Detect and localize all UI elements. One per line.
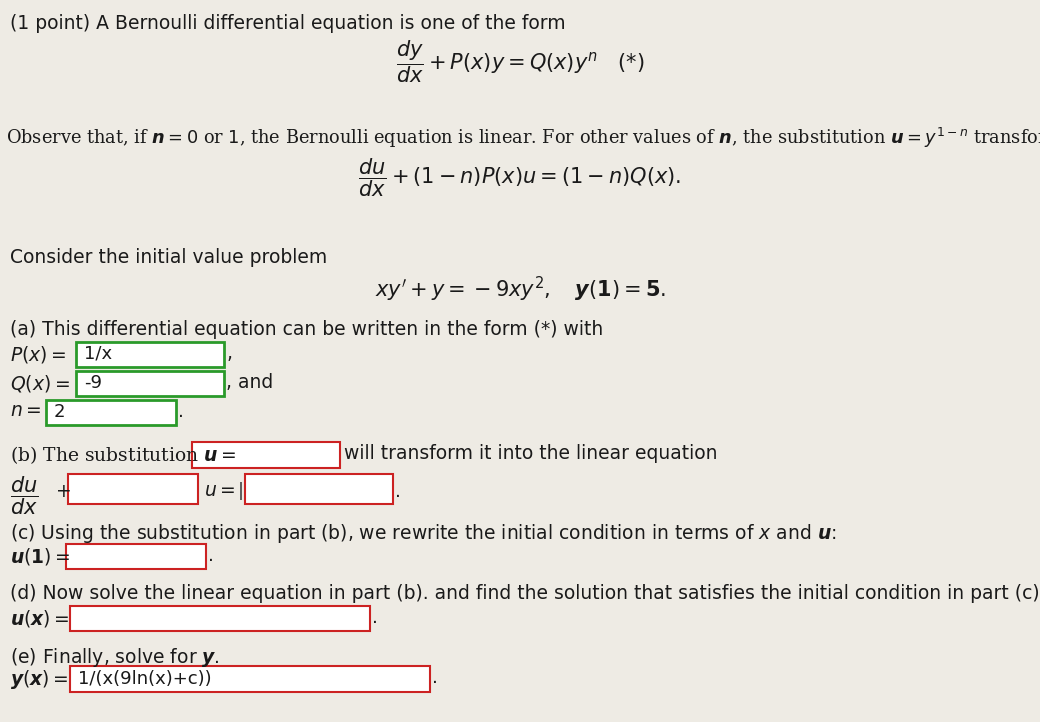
Text: .: . xyxy=(372,608,378,627)
Text: (c) Using the substitution in part (b), we rewrite the initial condition in term: (c) Using the substitution in part (b), … xyxy=(10,522,836,545)
Text: .: . xyxy=(395,482,400,501)
Text: 1/(x(9ln(x)+c)): 1/(x(9ln(x)+c)) xyxy=(78,670,211,688)
Text: $P(x) =$: $P(x) =$ xyxy=(10,344,67,365)
Text: (1 point) A Bernoulli differential equation is one of the form: (1 point) A Bernoulli differential equat… xyxy=(10,14,566,33)
Text: $xy' + y = -9xy^2, \quad \boldsymbol{y}(\boldsymbol{1}) = \boldsymbol{5}.$: $xy' + y = -9xy^2, \quad \boldsymbol{y}(… xyxy=(374,275,666,304)
FancyBboxPatch shape xyxy=(68,474,198,504)
Text: $Q(x) =$: $Q(x) =$ xyxy=(10,373,70,394)
Text: Observe that, if $\boldsymbol{n} = 0$ or $1$, the Bernoulli equation is linear. : Observe that, if $\boldsymbol{n} = 0$ or… xyxy=(6,126,1040,150)
Text: $\dfrac{du}{dx}$: $\dfrac{du}{dx}$ xyxy=(10,474,38,516)
Text: +: + xyxy=(56,482,72,501)
FancyBboxPatch shape xyxy=(70,666,430,692)
Text: will transform it into the linear equation: will transform it into the linear equati… xyxy=(344,444,718,463)
Text: $\boldsymbol{y}(\boldsymbol{x}) =$: $\boldsymbol{y}(\boldsymbol{x}) =$ xyxy=(10,668,69,691)
FancyBboxPatch shape xyxy=(76,342,224,367)
Text: $u =$: $u =$ xyxy=(204,482,235,500)
Text: (a) This differential equation can be written in the form (*) with: (a) This differential equation can be wr… xyxy=(10,320,603,339)
Text: $\boldsymbol{u}(\boldsymbol{1}) =$: $\boldsymbol{u}(\boldsymbol{1}) =$ xyxy=(10,546,71,567)
FancyBboxPatch shape xyxy=(192,442,340,468)
Text: $n =$: $n =$ xyxy=(10,402,42,420)
Text: (d) Now solve the linear equation in part (b). and find the solution that satisf: (d) Now solve the linear equation in par… xyxy=(10,584,1040,603)
FancyBboxPatch shape xyxy=(70,606,370,631)
FancyBboxPatch shape xyxy=(76,371,224,396)
Text: .: . xyxy=(178,402,184,421)
Text: 2: 2 xyxy=(54,403,66,421)
Text: $\dfrac{du}{dx} + (1-n)P(x)u = (1-n)Q(x).$: $\dfrac{du}{dx} + (1-n)P(x)u = (1-n)Q(x)… xyxy=(359,156,681,199)
Text: (e) Finally, solve for $\boldsymbol{y}$.: (e) Finally, solve for $\boldsymbol{y}$. xyxy=(10,646,219,669)
Text: |: | xyxy=(238,482,244,500)
FancyBboxPatch shape xyxy=(245,474,393,504)
Text: Consider the initial value problem: Consider the initial value problem xyxy=(10,248,328,267)
Text: .: . xyxy=(208,546,214,565)
Text: $\boldsymbol{u}(\boldsymbol{x}) =$: $\boldsymbol{u}(\boldsymbol{x}) =$ xyxy=(10,608,70,629)
FancyBboxPatch shape xyxy=(46,400,176,425)
Text: (b) The substitution $\boldsymbol{u} =$: (b) The substitution $\boldsymbol{u} =$ xyxy=(10,444,236,466)
Text: -9: -9 xyxy=(84,374,102,392)
FancyBboxPatch shape xyxy=(66,544,206,569)
Text: ,: , xyxy=(226,344,232,363)
Text: , and: , and xyxy=(226,373,274,392)
Text: 1/x: 1/x xyxy=(84,345,112,363)
Text: $\dfrac{dy}{dx} + P(x)y = Q(x)y^n \quad (*)$: $\dfrac{dy}{dx} + P(x)y = Q(x)y^n \quad … xyxy=(395,38,645,84)
Text: .: . xyxy=(432,668,438,687)
